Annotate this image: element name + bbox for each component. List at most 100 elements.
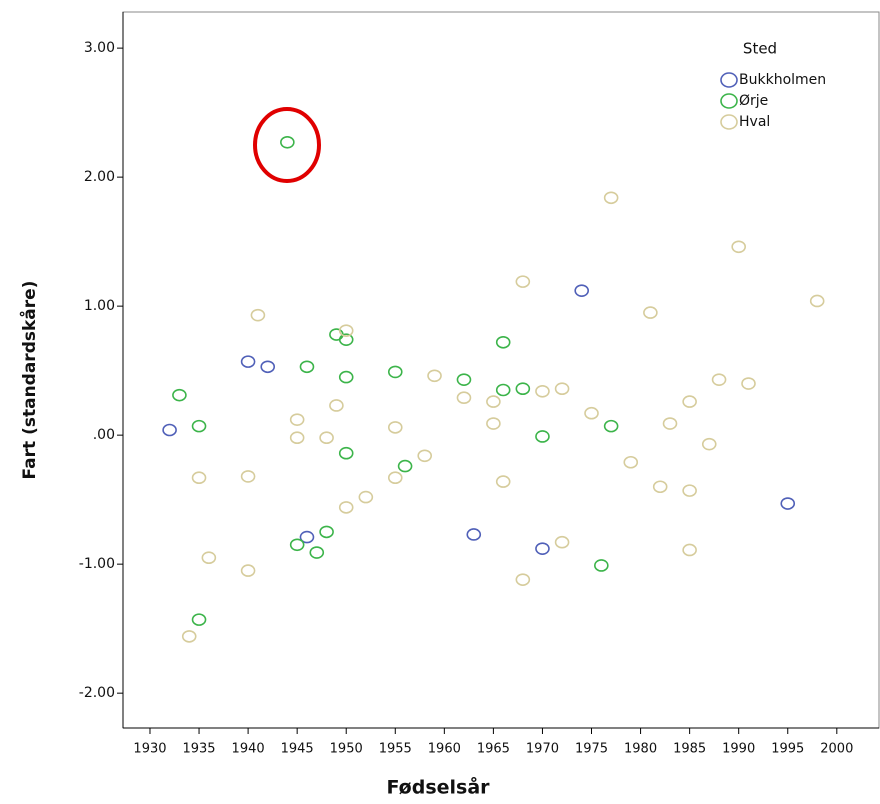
point [338,501,354,514]
point [397,459,413,473]
point [289,431,305,445]
y-tick-label: -2.00 [79,685,115,701]
legend-marker [720,114,738,130]
point [495,335,511,349]
point [319,525,334,539]
point [240,470,256,483]
point [240,564,256,577]
y-tick-label: .00 [93,427,115,443]
point [427,369,442,383]
x-tick-label: 1930 [133,742,166,757]
point [358,490,374,504]
point [486,417,501,430]
x-tick-label: 1965 [477,742,510,757]
point [711,373,727,386]
point [456,373,472,386]
legend-title: Sted [743,40,777,58]
point [662,417,678,430]
x-tick-label: 1985 [673,742,706,757]
point [603,419,619,433]
point [201,551,217,565]
y-tick-label: -1.00 [79,556,115,572]
point [240,355,256,368]
point [299,530,315,544]
x-tick-label: 1990 [722,742,755,757]
point [584,406,599,420]
x-axis-title: Fødselsår [386,775,490,799]
point [535,384,550,398]
y-tick-label: 2.00 [84,169,115,185]
point [280,135,295,149]
point [329,399,344,412]
y-axis-title: Fart (standardskåre) [18,281,40,480]
point [387,365,403,379]
point [387,471,403,485]
point [643,306,658,319]
legend-label: Bukkholmen [739,72,826,88]
point [172,388,187,402]
point [338,333,354,346]
point [682,395,697,408]
point [515,275,531,288]
legend-marker [720,72,738,88]
point [319,431,334,445]
point [387,421,403,434]
point [191,471,207,485]
point [338,446,354,460]
point [309,546,325,559]
point [338,370,354,384]
x-tick-label: 1975 [575,742,608,757]
point [515,573,531,586]
point [495,475,511,488]
x-tick-label: 2000 [820,742,853,757]
point [809,294,825,308]
x-tick-label: 1935 [182,742,215,757]
x-tick-label: 1980 [624,742,657,757]
point [535,430,550,443]
point [535,542,550,555]
point [417,449,433,463]
point [191,613,207,626]
point [594,559,609,572]
point [603,191,619,205]
x-tick-label: 1960 [428,742,461,757]
point [623,455,639,469]
point [495,383,511,397]
x-tick-label: 1945 [281,742,314,757]
point [515,382,531,396]
point [554,535,570,549]
y-tick-label: 1.00 [84,298,115,314]
point [289,538,305,552]
x-tick-label: 1955 [379,742,412,757]
point [780,497,796,510]
highlight-circle [253,107,321,183]
point [162,423,177,437]
point [260,360,276,374]
point [554,382,570,396]
point [456,391,472,405]
x-tick-label: 1970 [526,742,559,757]
x-tick-label: 1940 [232,742,265,757]
point [181,630,197,643]
plot-frame [122,11,880,729]
point [466,528,482,541]
y-tick-label: 3.00 [84,40,115,56]
x-tick-label: 1995 [771,742,804,757]
point [289,413,305,426]
point [250,308,266,322]
x-tick-label: 1950 [330,742,363,757]
point [299,360,315,374]
point [682,484,697,497]
point [486,395,501,408]
point [652,480,668,494]
point [682,543,697,557]
legend-label: Hval [739,114,770,130]
point [741,377,756,390]
legend-label: Ørje [739,93,768,109]
legend-marker [720,93,738,109]
point [574,284,590,297]
point [191,419,207,433]
point [701,437,717,451]
point [338,324,354,337]
